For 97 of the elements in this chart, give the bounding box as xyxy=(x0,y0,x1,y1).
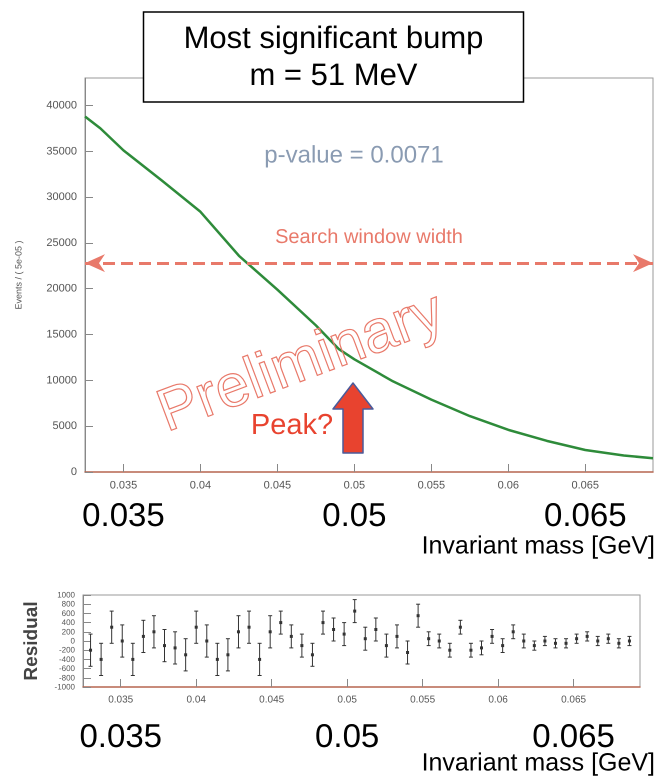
point xyxy=(279,621,282,624)
point xyxy=(575,637,578,640)
x-tick-label: 0.055 xyxy=(410,694,436,706)
y-tick-label: -400 xyxy=(58,654,76,664)
y-tick-label: 800 xyxy=(62,600,76,609)
y-tick-label: 20000 xyxy=(46,282,77,295)
point xyxy=(131,658,134,661)
point xyxy=(628,640,631,642)
point xyxy=(406,651,410,654)
point xyxy=(554,642,557,645)
y-tick-label: 200 xyxy=(62,627,76,636)
y-axis-title: Events / ( 5e-05 ) xyxy=(14,240,24,310)
point xyxy=(258,658,262,661)
chart-subtitle: m = 51 MeV xyxy=(250,57,418,92)
x-tick-label: 0.045 xyxy=(259,694,285,706)
y-tick-label: 15000 xyxy=(46,328,77,341)
point xyxy=(384,644,388,648)
point xyxy=(543,640,546,642)
point xyxy=(226,653,230,656)
point xyxy=(512,630,515,634)
point xyxy=(490,634,494,638)
y-tick-label: 1000 xyxy=(57,590,76,600)
chart-title: Most significant bump xyxy=(184,20,484,55)
x2-tick-label: 0.05 xyxy=(315,717,380,754)
point xyxy=(332,628,336,631)
point xyxy=(364,637,367,640)
point xyxy=(342,632,346,636)
point xyxy=(353,610,356,613)
y-tick-label: 30000 xyxy=(46,191,77,204)
x-tick-label: 0.05 xyxy=(344,480,366,492)
point xyxy=(532,644,536,648)
point xyxy=(395,634,398,638)
point xyxy=(216,658,219,661)
x-tick-label: 0.065 xyxy=(561,694,587,706)
point xyxy=(142,634,145,638)
point xyxy=(606,637,610,640)
point xyxy=(322,621,325,624)
x-tick-label: 0.04 xyxy=(186,694,206,706)
point xyxy=(268,630,272,634)
point xyxy=(586,634,589,638)
point xyxy=(469,648,472,652)
y-tick-label: 400 xyxy=(62,618,76,628)
y-tick-label: 0 xyxy=(70,636,76,646)
point xyxy=(448,648,452,652)
point xyxy=(480,646,484,650)
point xyxy=(194,626,198,629)
point xyxy=(163,644,166,648)
y-tick-label: 10000 xyxy=(46,374,77,386)
point xyxy=(522,640,526,642)
ref-line-label: Search window width xyxy=(275,226,463,248)
y-tick-label: 0 xyxy=(70,466,77,478)
point xyxy=(120,640,124,642)
point xyxy=(205,640,208,642)
point xyxy=(152,630,156,634)
y-tick-label: 600 xyxy=(62,608,76,618)
point xyxy=(174,646,177,650)
x-tick-label: 0.06 xyxy=(488,694,508,706)
y-tick-label: -1000 xyxy=(54,682,76,692)
y-tick-label: 35000 xyxy=(46,145,77,158)
point xyxy=(290,634,293,638)
point xyxy=(438,640,441,642)
x-axis-title: Invariant mass [GeV] xyxy=(422,532,656,560)
x-tick-label: 0.035 xyxy=(110,480,138,492)
point xyxy=(458,626,462,629)
x-tick-label: 0.04 xyxy=(190,480,212,492)
point xyxy=(564,642,568,645)
point xyxy=(248,626,251,629)
y-tick-label: -800 xyxy=(58,673,76,682)
point xyxy=(89,648,92,652)
point xyxy=(310,653,314,656)
x-axis-title: Invariant mass [GeV] xyxy=(422,748,656,776)
x2-tick-label: 0.035 xyxy=(79,717,162,754)
y-tick-label: 25000 xyxy=(46,236,77,249)
point xyxy=(501,644,504,648)
point xyxy=(416,614,420,618)
y-tick-label: -200 xyxy=(58,646,76,655)
point xyxy=(300,644,304,648)
point xyxy=(427,637,430,640)
x-tick-label: 0.045 xyxy=(264,480,292,492)
point xyxy=(236,630,240,634)
x-tick-label: 0.035 xyxy=(108,694,134,706)
point xyxy=(596,640,600,642)
annotation: p-value = 0.0071 xyxy=(264,142,444,168)
point xyxy=(110,626,114,629)
line-series xyxy=(84,115,654,460)
x-tick-label: 0.065 xyxy=(572,480,600,492)
y-tick-label: -600 xyxy=(58,664,76,674)
x-tick-label: 0.06 xyxy=(498,480,520,492)
y-tick-label: 40000 xyxy=(46,99,77,112)
y-tick-label: 5000 xyxy=(52,420,77,432)
point xyxy=(374,628,378,631)
point xyxy=(184,653,188,656)
y-axis-title: Residual xyxy=(21,601,42,681)
x-tick-label: 0.05 xyxy=(337,694,358,706)
x-tick-label: 0.055 xyxy=(418,480,446,492)
point xyxy=(100,658,103,661)
point xyxy=(617,642,620,645)
